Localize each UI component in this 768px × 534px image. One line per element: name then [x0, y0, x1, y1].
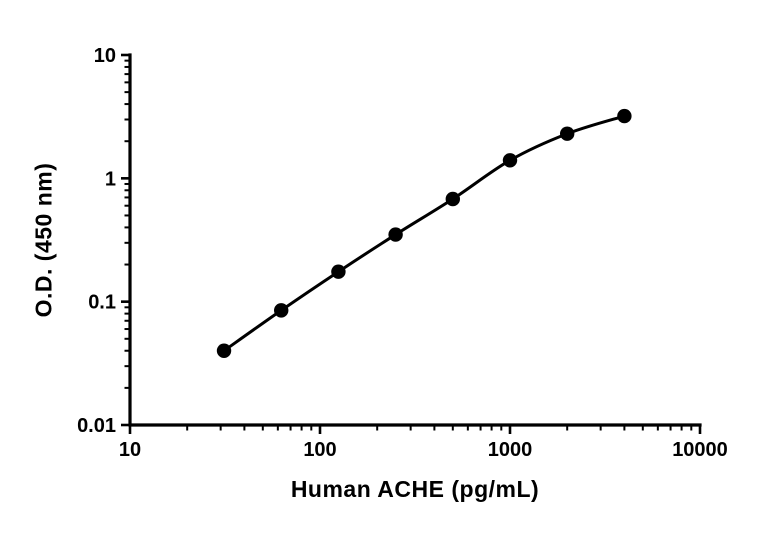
data-point-marker: [216, 343, 232, 358]
y-axis-label: O.D. (450 nm): [30, 162, 57, 318]
x-tick-label: 10000: [672, 439, 728, 461]
y-tick-label: 1: [105, 168, 116, 190]
data-point-marker: [617, 108, 632, 124]
y-tick-label: 10: [94, 45, 116, 67]
data-point-marker: [331, 264, 346, 279]
axis-spines: [128, 53, 702, 427]
data-point-marker: [445, 191, 461, 207]
data-point-marker: [274, 303, 289, 318]
data-point-marker: [559, 126, 575, 141]
x-tick-label: 10: [119, 439, 141, 461]
data-point-marker: [502, 153, 518, 168]
data-point-marker: [388, 227, 403, 242]
x-axis-label: Human ACHE (pg/mL): [290, 476, 540, 502]
x-tick-label: 100: [303, 439, 336, 461]
y-tick-label: 0.1: [88, 292, 116, 314]
y-tick-label: 0.01: [77, 415, 116, 437]
x-tick-label: 1000: [488, 439, 533, 461]
